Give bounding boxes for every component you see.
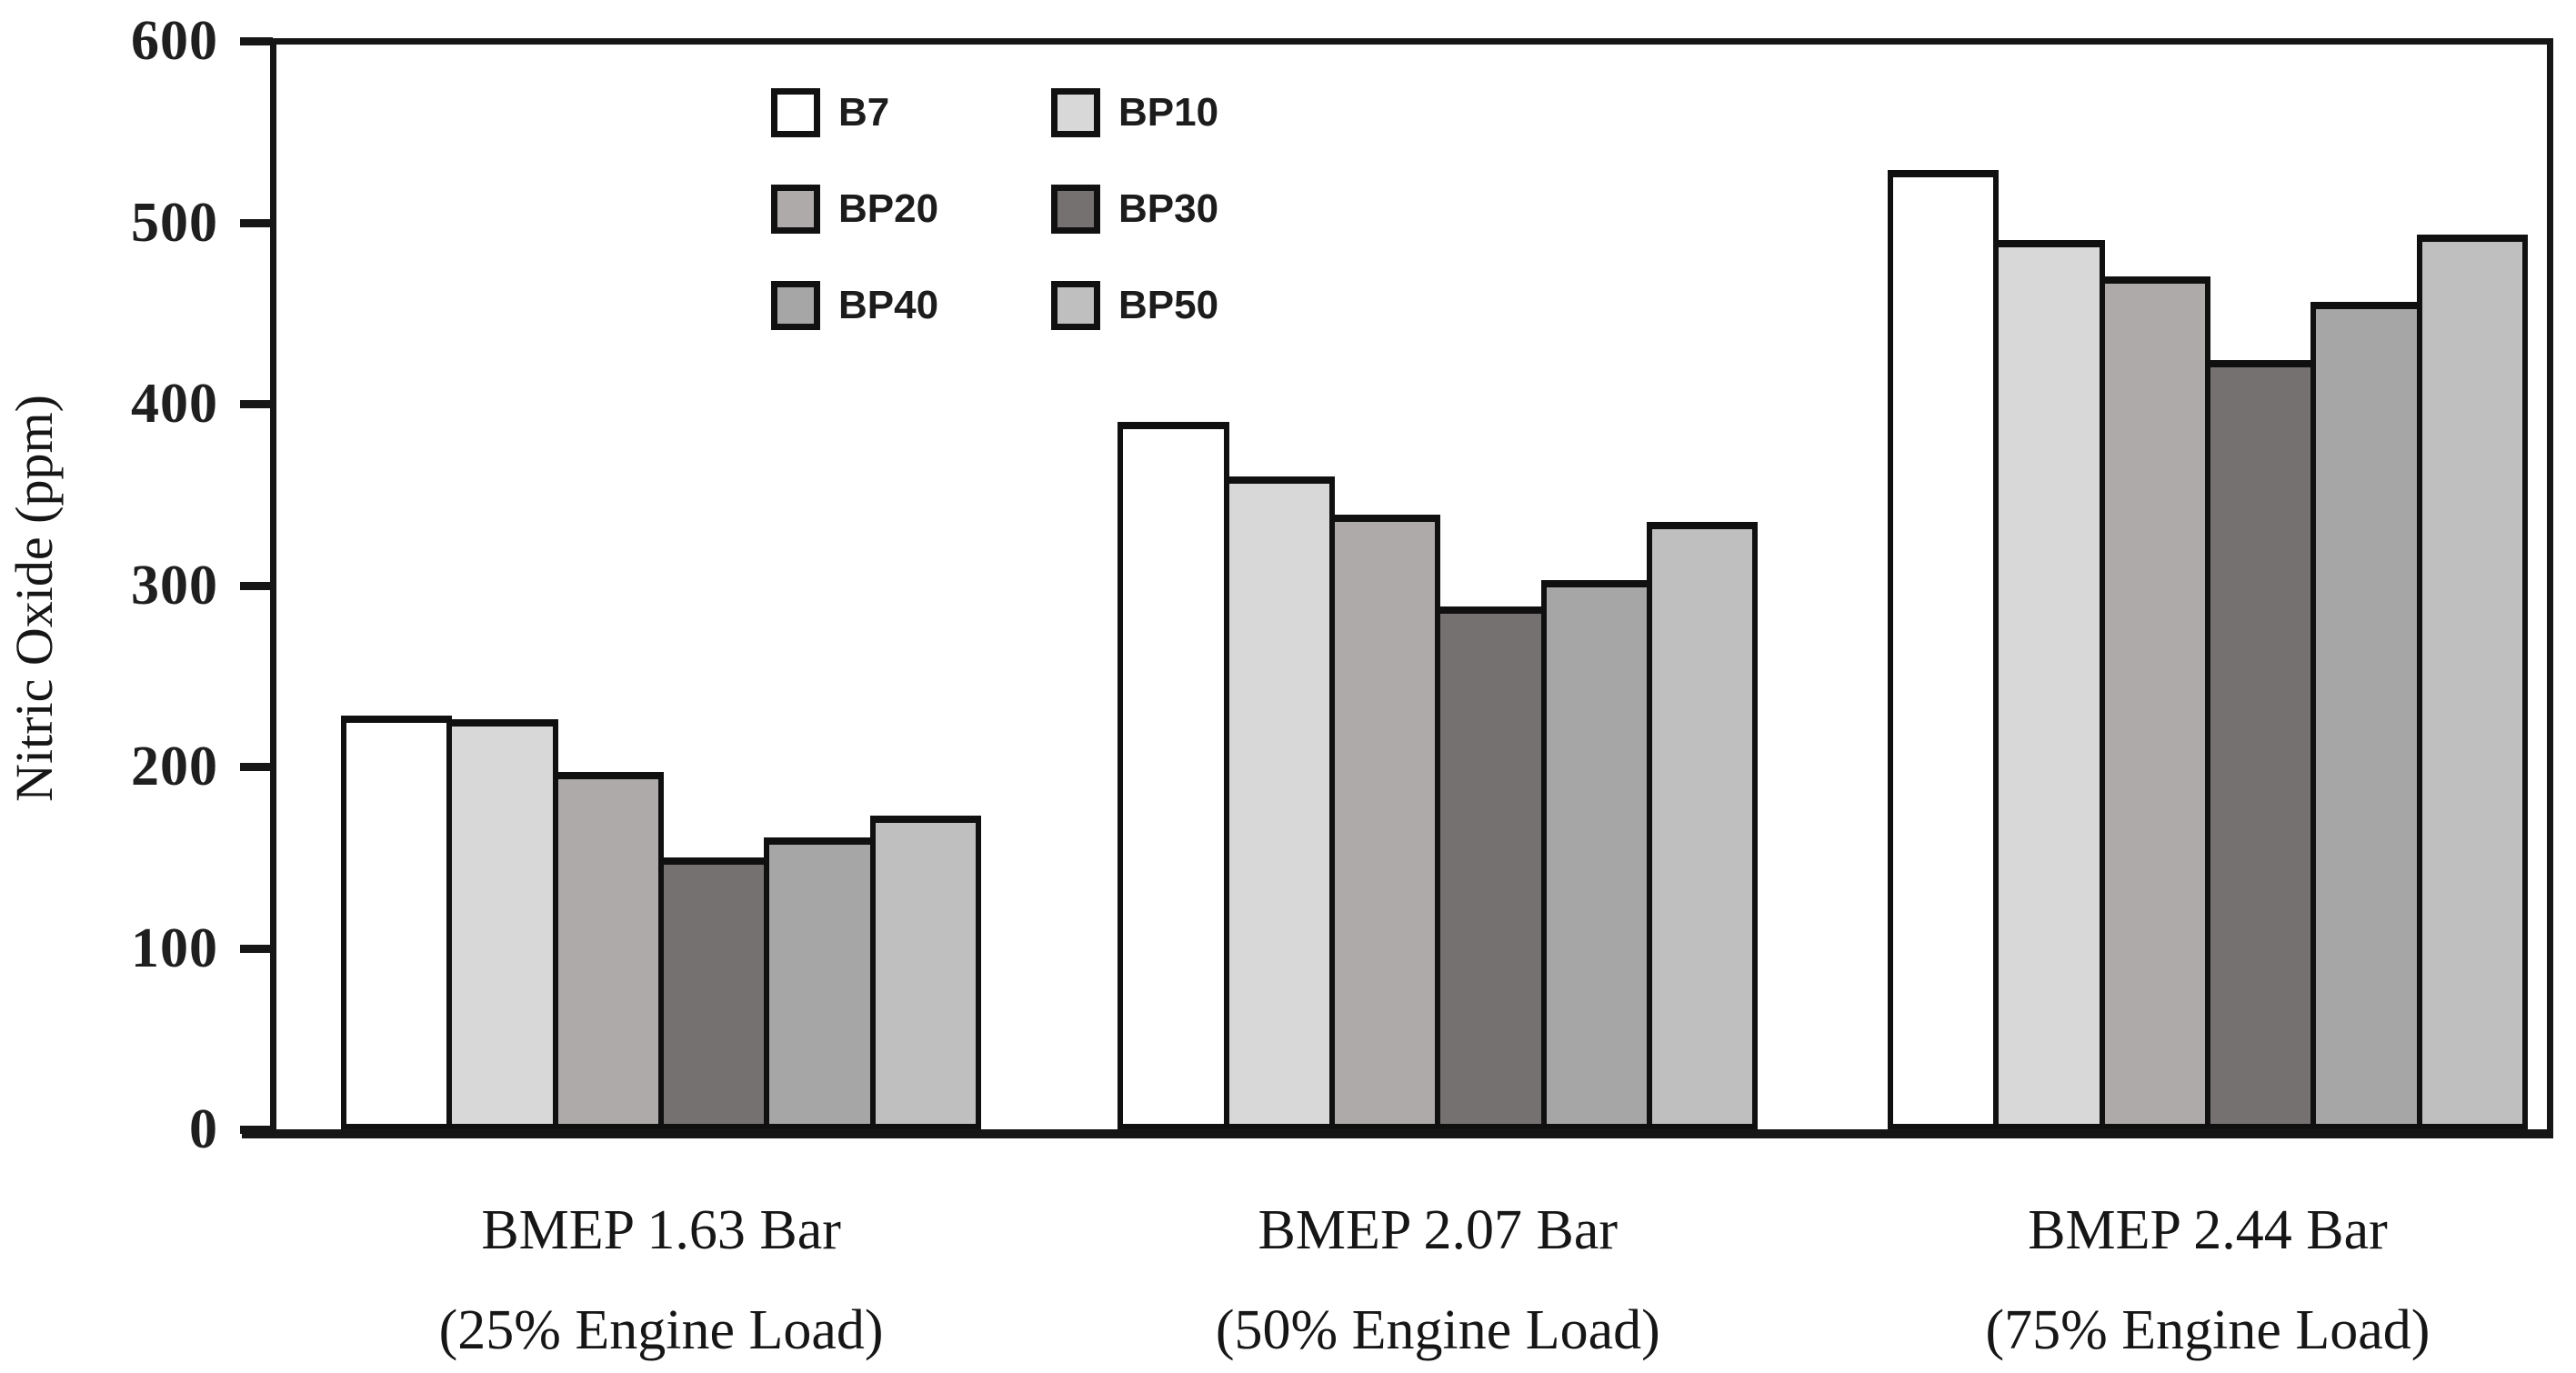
bar-bp40-group2 <box>1540 579 1652 1129</box>
legend-swatch-bp50 <box>1051 281 1100 330</box>
category-label-line1: BMEP 2.07 Bar <box>1258 1199 1619 1261</box>
y-tick-label: 200 <box>131 736 218 797</box>
category-label-line1: BMEP 2.44 Bar <box>2028 1199 2388 1261</box>
bar-group-3 <box>1888 41 2528 1129</box>
y-tick-mark <box>240 37 273 45</box>
legend-label-b7: B7 <box>838 90 890 135</box>
bar-group-1 <box>341 41 982 1129</box>
bar-bp30-group1 <box>658 857 770 1129</box>
category-label-1: BMEP 1.63 Bar (25% Engine Load) <box>252 1198 1070 1371</box>
category-label-3: BMEP 2.44 Bar (75% Engine Load) <box>1799 1198 2576 1371</box>
bar-b7-group1 <box>341 716 453 1129</box>
bar-b7-group3 <box>1888 169 2000 1129</box>
y-tick-mark <box>240 944 273 953</box>
bar-bp50-group2 <box>1646 521 1759 1129</box>
legend-label-bp10: BP10 <box>1118 90 1219 135</box>
bar-bp10-group2 <box>1223 476 1335 1129</box>
y-tick-label: 500 <box>131 191 218 254</box>
legend-swatch-bp20 <box>771 185 820 234</box>
bar-bp40-group3 <box>2310 302 2422 1129</box>
category-label-line2: (50% Engine Load) <box>1215 1299 1660 1361</box>
legend-item-bp30: BP30 <box>1051 185 1218 234</box>
category-label-line2: (75% Engine Load) <box>1985 1299 2431 1361</box>
legend-item-bp20: BP20 <box>771 185 1051 234</box>
category-label-line1: BMEP 1.63 Bar <box>481 1199 841 1261</box>
plot-area: B7 BP10 BP20 BP30 BP40 BP50 <box>273 41 2551 1129</box>
legend-item-b7: B7 <box>771 88 1051 137</box>
y-tick-label: 0 <box>189 1098 218 1160</box>
y-tick-label: 300 <box>131 554 218 616</box>
legend-label-bp40: BP40 <box>838 283 939 327</box>
y-tick-mark <box>240 218 273 227</box>
legend-item-bp10: BP10 <box>1051 88 1218 137</box>
y-tick-mark <box>240 763 273 771</box>
plot-top-border <box>270 38 2553 45</box>
legend-swatch-bp30 <box>1051 185 1100 234</box>
y-tick-mark <box>240 400 273 408</box>
legend-label-bp20: BP20 <box>838 186 939 231</box>
y-tick-label: 100 <box>131 917 218 979</box>
y-axis-line <box>270 38 276 1136</box>
bar-bp40-group1 <box>764 837 876 1129</box>
legend-swatch-bp40 <box>771 281 820 330</box>
y-tick-label: 600 <box>131 10 218 72</box>
category-label-line2: (25% Engine Load) <box>438 1299 884 1361</box>
legend-item-bp40: BP40 <box>771 281 1051 330</box>
y-tick-mark <box>240 581 273 590</box>
bar-bp20-group3 <box>2099 276 2210 1129</box>
legend-swatch-bp10 <box>1051 88 1100 137</box>
bar-bp10-group3 <box>1993 240 2105 1129</box>
category-label-2: BMEP 2.07 Bar (50% Engine Load) <box>1028 1198 1847 1371</box>
bar-bp30-group2 <box>1435 606 1547 1129</box>
legend-swatch-b7 <box>771 88 820 137</box>
y-tick-label: 400 <box>131 373 218 435</box>
legend-item-bp50: BP50 <box>1051 281 1218 330</box>
bar-bp10-group1 <box>446 719 558 1129</box>
legend-label-bp50: BP50 <box>1118 283 1219 327</box>
bar-bp30-group3 <box>2204 360 2317 1129</box>
bar-bp20-group2 <box>1328 514 1441 1129</box>
bar-group-2 <box>1118 41 1759 1129</box>
bar-bp50-group1 <box>869 815 982 1129</box>
bar-bp20-group1 <box>552 772 665 1129</box>
bar-b7-group2 <box>1118 421 1229 1129</box>
plot-right-border <box>2547 38 2553 1136</box>
x-axis-line <box>242 1129 2553 1138</box>
legend-label-bp30: BP30 <box>1118 186 1219 231</box>
y-tick-mark <box>240 1126 273 1134</box>
bar-bp50-group3 <box>2416 235 2528 1129</box>
legend: B7 BP10 BP20 BP30 BP40 BP50 <box>771 88 1218 330</box>
